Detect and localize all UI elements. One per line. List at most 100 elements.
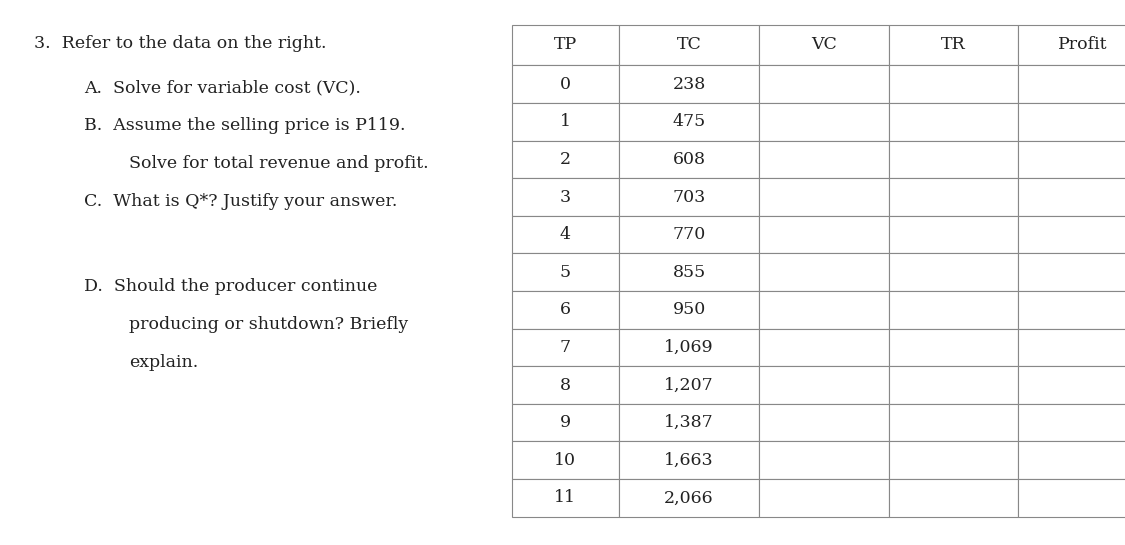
Text: 1: 1 [560,113,570,130]
Text: TC: TC [676,37,702,53]
Text: 1,663: 1,663 [664,452,714,469]
Text: 2: 2 [560,151,570,168]
Text: 2,066: 2,066 [664,489,714,506]
Bar [759,65,889,103]
Text: VC: VC [811,37,837,53]
Text: D.  Should the producer continue: D. Should the producer continue [84,278,378,295]
Bar [759,366,889,404]
Bar [889,141,1018,178]
Text: 703: 703 [673,189,705,205]
Bar [1018,404,1125,441]
Bar [619,253,759,291]
Bar [512,329,619,366]
Bar [1018,329,1125,366]
Text: 608: 608 [673,151,705,168]
Text: Solve for total revenue and profit.: Solve for total revenue and profit. [129,155,429,172]
Bar [619,25,759,65]
Bar [619,141,759,178]
Bar [759,103,889,141]
Text: B.  Assume the selling price is P119.: B. Assume the selling price is P119. [84,117,406,134]
Bar [512,216,619,253]
Bar [1018,103,1125,141]
Bar [1018,216,1125,253]
Bar [619,329,759,366]
Text: 475: 475 [673,113,705,130]
Bar [619,103,759,141]
Bar [889,25,1018,65]
Bar [1018,366,1125,404]
Bar [889,178,1018,216]
Bar [619,441,759,479]
Bar [889,291,1018,329]
Text: 4: 4 [560,226,570,243]
Bar [889,216,1018,253]
Text: 1,387: 1,387 [664,414,714,431]
Text: 9: 9 [560,414,570,431]
Bar [1018,291,1125,329]
Bar [889,404,1018,441]
Text: explain.: explain. [129,354,199,371]
Text: 238: 238 [673,76,705,93]
Bar [512,441,619,479]
Bar [512,366,619,404]
Bar [889,366,1018,404]
Bar [759,216,889,253]
Bar [619,291,759,329]
Bar [889,103,1018,141]
Bar [619,216,759,253]
Text: 5: 5 [560,264,570,281]
Bar [759,253,889,291]
Bar [759,141,889,178]
Bar [759,25,889,65]
Text: TR: TR [940,37,965,53]
Bar [1018,25,1125,65]
Bar [889,253,1018,291]
Text: A.  Solve for variable cost (VC).: A. Solve for variable cost (VC). [84,79,361,96]
Bar [1018,141,1125,178]
Bar [512,479,619,517]
Text: 10: 10 [555,452,576,469]
Bar [1018,441,1125,479]
Bar [512,65,619,103]
Bar [759,479,889,517]
Bar [1018,479,1125,517]
Bar [889,479,1018,517]
Bar [1018,253,1125,291]
Bar [619,404,759,441]
Bar [512,253,619,291]
Text: 6: 6 [560,301,570,318]
Bar [889,65,1018,103]
Bar [619,479,759,517]
Bar [759,404,889,441]
Bar [759,178,889,216]
Text: 855: 855 [673,264,705,281]
Bar [512,178,619,216]
Bar [1018,65,1125,103]
Text: 770: 770 [673,226,705,243]
Bar [512,404,619,441]
Text: Profit: Profit [1058,37,1107,53]
Bar [759,329,889,366]
Bar [512,103,619,141]
Bar [619,178,759,216]
Text: 3: 3 [560,189,570,205]
Bar [512,141,619,178]
Text: TP: TP [554,37,577,53]
Bar [759,441,889,479]
Bar [1018,178,1125,216]
Text: 3.  Refer to the data on the right.: 3. Refer to the data on the right. [34,35,326,52]
Text: 8: 8 [560,377,570,393]
Text: 11: 11 [555,489,576,506]
Text: C.  What is Q*? Justify your answer.: C. What is Q*? Justify your answer. [84,193,398,210]
Bar [619,65,759,103]
Bar [759,291,889,329]
Text: producing or shutdown? Briefly: producing or shutdown? Briefly [129,316,408,333]
Bar [619,366,759,404]
Bar [512,25,619,65]
Bar [512,291,619,329]
Text: 1,069: 1,069 [664,339,714,356]
Bar [889,441,1018,479]
Text: 950: 950 [673,301,705,318]
Text: 7: 7 [560,339,570,356]
Bar [889,329,1018,366]
